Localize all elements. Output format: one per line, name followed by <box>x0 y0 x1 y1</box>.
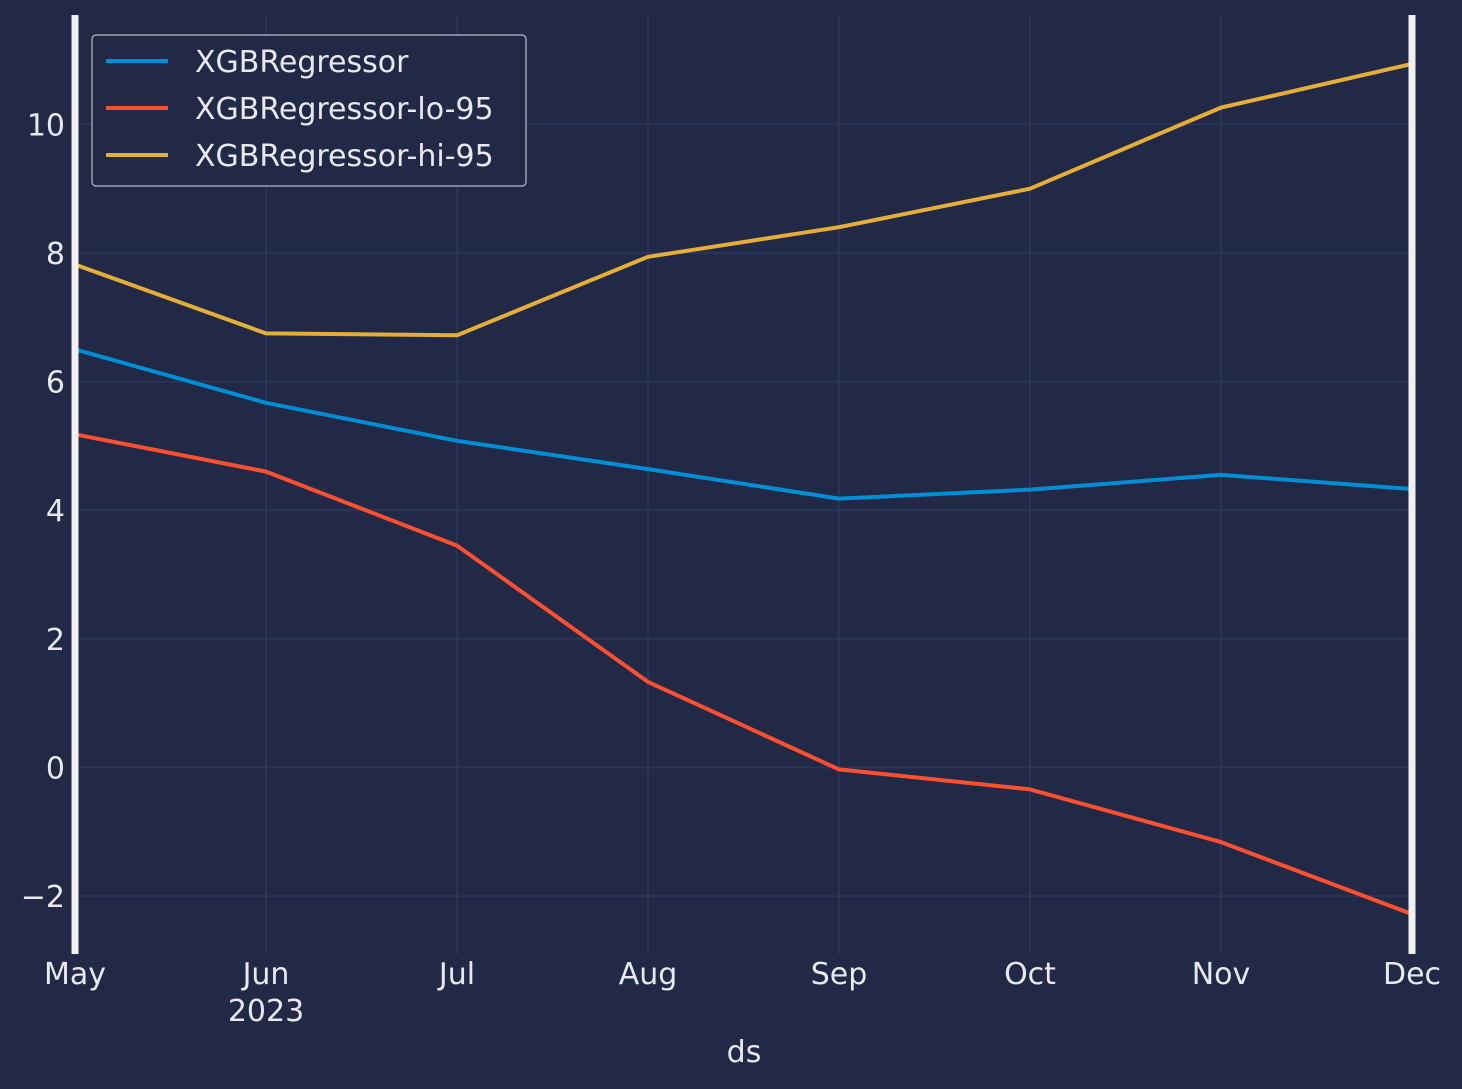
legend-label: XGBRegressor <box>195 45 409 80</box>
y-tick-label: −2 <box>21 880 65 915</box>
series-line-2 <box>72 431 1415 917</box>
series-line-1 <box>72 346 1415 501</box>
y-tick-label: 10 <box>27 108 65 143</box>
x-tick-label: Nov <box>1192 957 1251 992</box>
x-tick-label: Jun <box>241 957 290 992</box>
x-tick-label: Aug <box>619 957 678 992</box>
y-tick-label: 8 <box>46 237 65 272</box>
legend-box <box>91 34 527 187</box>
legend-label: XGBRegressor-lo-95 <box>195 92 494 127</box>
legend: XGBRegressor XGBRegressor-lo-95 XGBRegress… <box>91 34 527 187</box>
series-lines <box>72 61 1415 917</box>
y-tick-label: 6 <box>46 366 65 401</box>
y-tick-label: 4 <box>46 494 65 529</box>
axis-spines <box>71 15 1416 954</box>
x-tick-label: Dec <box>1383 957 1441 992</box>
x-tick-label: Jul <box>437 957 475 992</box>
y-tick-label: 2 <box>46 623 65 658</box>
x-tick-label: May <box>44 957 106 992</box>
x-tick-label: Sep <box>811 957 868 992</box>
x-tick-label: Oct <box>1004 957 1056 992</box>
y-tick-label: 0 <box>46 751 65 786</box>
x-axis-label: ds <box>727 1035 762 1070</box>
x-axis-ticks: May Jun Jul Aug Sep Oct Nov Dec <box>44 957 1441 992</box>
x-year-label: 2023 <box>228 994 304 1029</box>
y-axis-ticks: −2 0 2 4 6 8 10 <box>21 108 65 915</box>
series-line-3 <box>72 61 1415 338</box>
legend-label: XGBRegressor-hi-95 <box>195 139 494 174</box>
